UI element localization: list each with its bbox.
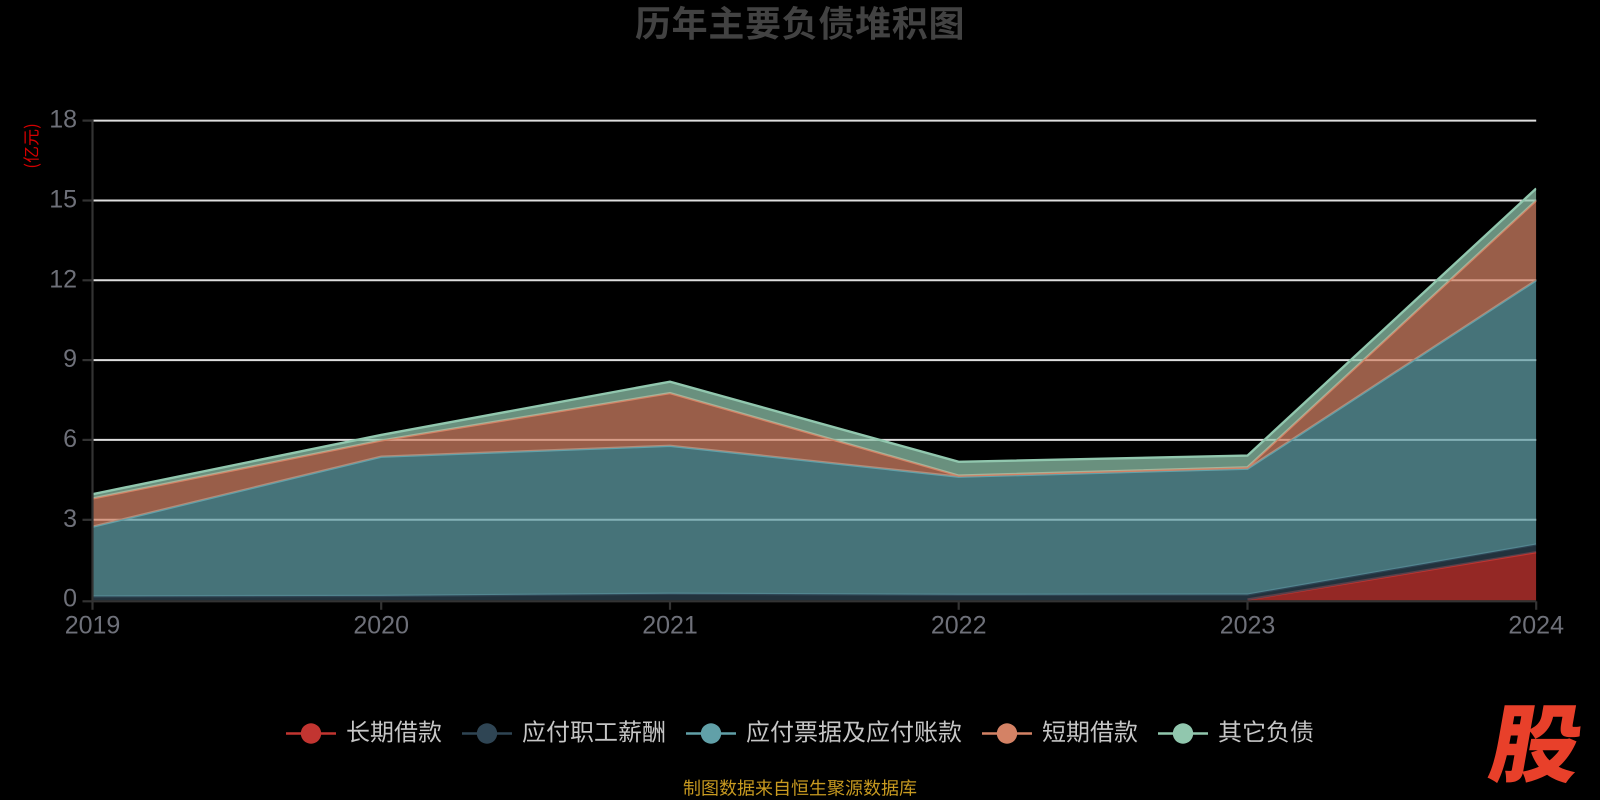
svg-text:15: 15: [49, 186, 77, 214]
svg-text:18: 18: [49, 106, 77, 134]
svg-text:12: 12: [49, 265, 77, 293]
svg-text:2024: 2024: [1508, 612, 1564, 640]
svg-text:9: 9: [63, 345, 77, 373]
svg-text:2021: 2021: [642, 612, 698, 640]
svg-text:2022: 2022: [931, 612, 987, 640]
svg-text:3: 3: [63, 505, 77, 533]
svg-text:2023: 2023: [1220, 612, 1276, 640]
svg-text:0: 0: [63, 585, 77, 613]
svg-text:2019: 2019: [65, 612, 121, 640]
svg-text:2020: 2020: [353, 612, 409, 640]
svg-text:6: 6: [63, 425, 77, 453]
